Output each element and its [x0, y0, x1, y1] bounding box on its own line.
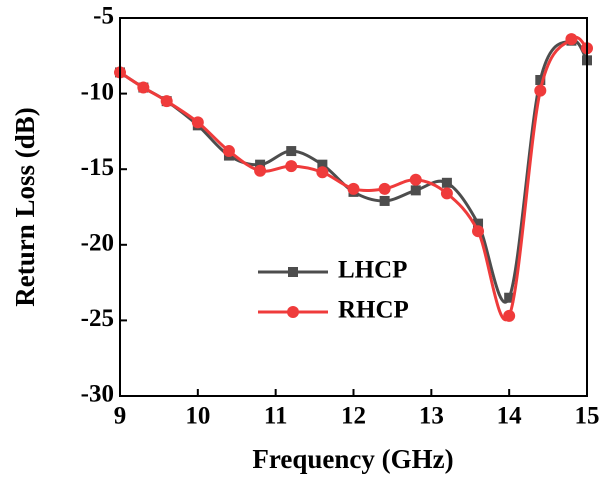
data-point	[285, 160, 298, 173]
x-tick-label: 10	[185, 403, 210, 430]
x-axis-title: Frequency (GHz)	[252, 444, 453, 474]
y-tick-label: -30	[81, 381, 114, 408]
legend-marker	[287, 306, 299, 318]
data-point	[286, 146, 297, 157]
y-axis-title: Return Loss (dB)	[10, 107, 40, 307]
x-tick-label: 14	[497, 403, 523, 430]
y-tick-label: -25	[81, 305, 114, 332]
data-point	[473, 218, 484, 229]
data-point	[379, 195, 390, 206]
data-point	[255, 159, 266, 170]
data-point	[441, 177, 452, 188]
x-tick-label: 12	[341, 403, 366, 430]
data-point	[191, 116, 204, 129]
data-point	[472, 225, 485, 238]
x-tick-label: 9	[114, 403, 127, 430]
data-point	[440, 187, 453, 200]
data-point	[316, 166, 329, 179]
data-point	[317, 159, 328, 170]
y-tick-label: -5	[93, 3, 114, 30]
data-point	[160, 95, 173, 108]
x-tick-label: 11	[264, 403, 288, 430]
data-point	[410, 185, 421, 196]
data-point	[504, 292, 515, 303]
legend-label: RHCP	[338, 297, 409, 324]
data-point	[254, 164, 267, 177]
data-point	[222, 145, 235, 158]
data-point	[534, 84, 547, 97]
data-point	[409, 173, 422, 186]
data-point	[503, 309, 516, 322]
data-point	[378, 182, 391, 195]
x-tick-label: 13	[419, 403, 444, 430]
plot-frame	[119, 17, 588, 397]
y-tick-label: -20	[81, 230, 114, 257]
legend-marker	[288, 267, 298, 277]
data-point	[565, 33, 578, 46]
legend-label: LHCP	[338, 257, 407, 284]
data-point	[347, 182, 360, 195]
y-tick-label: -10	[81, 78, 114, 105]
x-tick-label: 15	[575, 403, 600, 430]
data-point	[137, 81, 150, 94]
y-tick-label: -15	[81, 154, 114, 181]
data-point	[535, 74, 546, 85]
